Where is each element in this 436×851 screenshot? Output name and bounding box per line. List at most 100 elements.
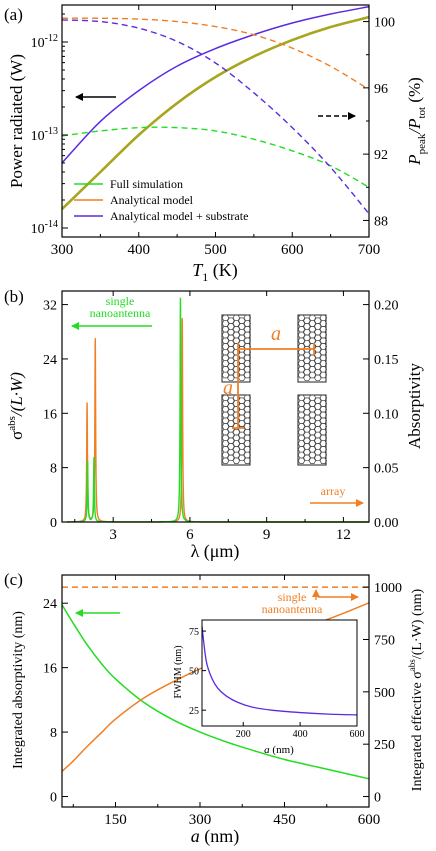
hexagon-cell [243,457,252,464]
y-tick-label-right: 1000 [374,581,402,596]
panel-c-ticks: 150 300 450 600 0 8 16 24 0 250 500 750 1000 [43,575,402,828]
y-tick-label-right: 0.20 [374,299,399,314]
panel-b-ticks: 3 6 9 12 0 8 16 24 32 0.00 0.05 0.10 0.15 0.20 [43,291,399,543]
hexagon-cell [308,457,317,464]
panel-b-ylabel-right: Absorptivity [405,363,424,449]
y-tick-label-right: 0.00 [374,516,399,531]
panel-a: (a) 300 400 500 600 700 10-12 10-13 10-14 88 92 96… [4,4,428,284]
fwhm-inset-ylabel: FWHM (nm) [173,645,184,698]
panel-a-ylabel: Power radiated (W) [7,54,26,188]
y-tick-label-left: 0 [50,516,57,531]
panel-a-ticks: 300 400 500 600 700 10-12 10-13 10-14 88 92 96 100 [31,5,395,258]
panel-b-ylabel: σabs/(L·W) [6,372,26,440]
panel-c-label: (c) [4,570,23,589]
fwhm-inset-ticks: 200 400 600 25 50 75 [189,627,365,740]
panel-a-frame [61,4,370,238]
y-tick-label-left: 32 [43,299,57,314]
y-tick-label-left: 16 [43,407,57,422]
hexagon-cell [221,457,230,464]
x-tick-label: 300 [51,242,74,258]
hexagon-cell [319,457,328,464]
inset-x-tick-label: 200 [236,729,251,740]
series-left-green [61,16,370,210]
y-tick-label-right: 750 [374,633,395,648]
y-tick-label-left: 10-14 [31,219,58,237]
x-tick-label: 600 [281,242,304,258]
legend-label-analytical-model-substrate: Analytical model + substrate [110,209,248,223]
y-tick-label-left: 16 [43,662,57,677]
panel-a-xlabel: T1 (K) [192,260,238,284]
annotation-single: single [106,294,135,308]
y-tick-label-right: 0.05 [374,462,399,477]
nanoribbon-bottom-right [297,394,327,466]
y-tick-label-left: 10-12 [31,33,58,51]
x-tick-label: 3 [109,527,117,543]
fwhm-inset-xlabel: a (nm) [264,744,294,756]
hexagon-cell [297,457,306,464]
annotation-c-single: single [278,590,307,604]
x-tick-label: 700 [358,242,381,258]
x-tick-label: 500 [204,242,227,258]
y-tick-label-left: 8 [50,726,57,741]
y-tick-label-left: 24 [43,597,57,612]
panel-c-frame [61,574,370,808]
hexagon-cell [308,371,317,379]
panel-c: (c) 150 300 450 600 0 8 16 24 0 250 500 750 1000 Int… [4,570,425,847]
panel-a-label: (a) [4,5,23,24]
panel-b: (b) 3 6 9 12 0 8 16 24 32 0.00 0.05 0.10 0.15 0.20 σa… [4,287,424,562]
honeycomb-lattice [221,314,328,464]
y-tick-label-right: 100 [374,16,395,31]
y-tick-label-left: 0 [50,791,57,806]
series-left-orange [61,15,370,210]
hexagon-cell [303,454,311,462]
y-tick-label-right: 88 [374,214,388,229]
y-tick-label-right: 250 [374,738,395,753]
panel-c-ylabel: Integrated absorptivity (nm) [11,611,26,769]
x-tick-label: 300 [189,812,212,828]
panel-b-xlabel: λ (μm) [191,541,240,562]
x-tick-label: 400 [128,242,151,258]
panel-b-frame [61,290,370,523]
fwhm-inset: 200 400 600 25 50 75 FWHM (nm) a (nm) [173,619,365,756]
series-integrated-absorptivity [61,604,370,780]
spacing-label-horizontal: a [271,323,281,345]
hexagon-cell [243,371,252,379]
x-tick-label: 450 [273,812,296,828]
y-tick-label-right: 96 [374,82,388,97]
panel-a-series [61,5,370,215]
legend-label-analytical-model: Analytical model [110,193,194,207]
x-tick-label: 150 [104,812,127,828]
inset-x-tick-label: 400 [293,729,308,740]
y-tick-label-right: 500 [374,686,395,701]
x-tick-label: 600 [358,812,381,828]
hexagon-cell [232,457,241,464]
series-right-dashed-green [61,126,370,188]
y-tick-label-left: 8 [50,462,57,477]
x-tick-label: 9 [263,527,271,543]
annotation-c-nanoantenna: nanoantenna [262,602,323,616]
fwhm-inset-frame [201,619,358,727]
annotation-nanoantenna: nanoantenna [90,306,151,320]
series-right-dashed-orange [61,17,370,91]
panel-b-label: (b) [4,287,24,306]
hexagon-cell [314,454,322,462]
panel-c-ylabel-right: Integrated effective σabs/(L·W) (nm) [407,588,425,791]
panel-c-xlabel: a (nm) [191,826,240,847]
inset-x-tick-label: 600 [350,729,365,740]
hexagon-cell [303,374,311,382]
hexagon-cell [297,371,306,379]
y-tick-label-left: 10-13 [31,126,58,144]
x-tick-label: 6 [186,527,194,543]
hexagon-cell [238,454,246,462]
series-fwhm [201,626,358,716]
hexagon-cell [227,374,235,382]
y-tick-label-right: 0 [374,791,381,806]
hexagon-cell [319,371,328,379]
legend-label-full-simulation: Full simulation [110,177,183,191]
fwhm-inset-series [201,626,358,716]
y-tick-label-right: 0.15 [374,353,399,368]
inset-y-tick-label: 75 [189,627,199,638]
annotation-array: array [321,484,346,498]
inset-y-tick-label: 50 [189,667,199,678]
